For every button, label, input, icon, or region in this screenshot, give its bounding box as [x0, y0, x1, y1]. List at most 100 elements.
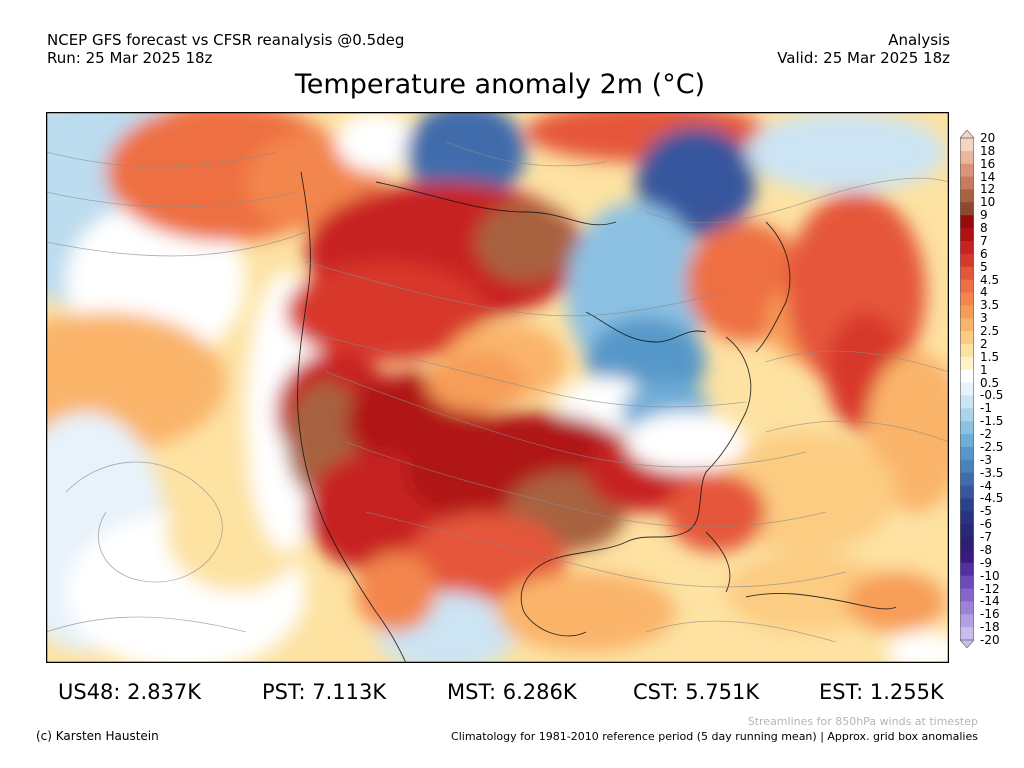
colorbar-tick-label: 4.5: [980, 272, 1000, 287]
colorbar-swatch: [960, 485, 974, 499]
colorbar-tick-label: -7: [980, 530, 992, 545]
stat-est: EST: 1.255K: [819, 680, 944, 704]
colorbar-swatch: [960, 421, 974, 435]
colorbar-tick-label: 3.5: [980, 298, 1000, 313]
colorbar-swatch: [960, 524, 974, 538]
colorbar-swatch: [960, 343, 974, 358]
colorbar-swatch: [960, 382, 974, 396]
colorbar-tick-label: -3: [980, 452, 992, 467]
colorbar-tick-label: -9: [980, 555, 992, 570]
colorbar-tick-label: -3.5: [980, 465, 1004, 480]
colorbar-tick-label: 3: [980, 311, 988, 326]
colorbar-swatch: [960, 537, 974, 551]
colorbar-swatch: [960, 588, 974, 602]
colorbar-tick-label: 0.5: [980, 375, 1000, 390]
colorbar-tick-label: 9: [980, 208, 988, 223]
colorbar-swatch: [960, 562, 974, 577]
colorbar-tick-label: 1.5: [980, 349, 1000, 364]
colorbar-tick-label: -10: [980, 568, 1000, 583]
colorbar-swatch: [960, 189, 974, 203]
colorbar-tick-label: -16: [980, 607, 1000, 622]
model-description: NCEP GFS forecast vs CFSR reanalysis @0.…: [47, 31, 405, 49]
climatology-note: Climatology for 1981-2010 reference peri…: [451, 730, 978, 743]
colorbar-tick-label: 5: [980, 259, 988, 274]
colorbar-swatch: [960, 202, 974, 216]
colorbar-tick-label: 18: [980, 143, 996, 158]
colorbar-swatch: [960, 395, 974, 409]
valid-time: Valid: 25 Mar 2025 18z: [777, 49, 950, 67]
colorbar-tick-label: -6: [980, 517, 992, 532]
colorbar: [959, 129, 975, 649]
colorbar-swatch: [960, 498, 974, 512]
stat-mst: MST: 6.286K: [447, 680, 577, 704]
colorbar-max-arrow: [959, 129, 975, 139]
regional-anomalies: US48: 2.837K PST: 7.113K MST: 6.286K CST…: [0, 680, 1024, 706]
colorbar-swatch: [960, 228, 974, 242]
colorbar-tick-label: 2.5: [980, 324, 1000, 339]
colorbar-tick-label: -1: [980, 401, 992, 416]
colorbar-swatch: [960, 549, 974, 564]
anomaly-map: [46, 112, 949, 663]
colorbar-swatch: [960, 215, 974, 229]
colorbar-tick-label: 6: [980, 246, 988, 261]
colorbar-swatch: [960, 446, 974, 461]
credit: (c) Karsten Haustein: [36, 729, 159, 743]
colorbar-swatch: [960, 511, 974, 525]
colorbar-swatch: [960, 434, 974, 448]
colorbar-tick-label: 20: [980, 131, 996, 145]
colorbar-swatch: [960, 240, 974, 255]
run-time: Run: 25 Mar 2025 18z: [47, 49, 213, 67]
colorbar-swatch: [960, 150, 974, 165]
colorbar-tick-label: 16: [980, 156, 996, 171]
colorbar-swatch: [960, 459, 974, 474]
colorbar-swatch: [960, 266, 974, 281]
colorbar-swatch: [960, 356, 974, 371]
colorbar-tick-label: -8: [980, 542, 992, 557]
wind-streamlines: [46, 141, 949, 643]
colorbar-swatch: [960, 279, 974, 293]
colorbar-swatch: [960, 408, 974, 422]
colorbar-swatch: [960, 253, 974, 268]
colorbar-tick-label: 12: [980, 182, 996, 197]
colorbar-labels: 20 18 16 14 12 10 9 8 7 6 5 4.5 4 3.5 3 2.5 2 1.5 1 0.5 -0.5…: [980, 130, 1024, 650]
colorbar-tick-label: 14: [980, 169, 996, 184]
colorbar-tick-label: -0.5: [980, 388, 1004, 403]
streamline-note: Streamlines for 850hPa winds at timestep: [747, 715, 978, 728]
colorbar-tick-label: -12: [980, 581, 1000, 596]
coastlines: [297, 171, 897, 663]
colorbar-tick-label: -20: [980, 633, 1000, 647]
colorbar-swatch: [960, 601, 974, 615]
anomaly-field: [46, 112, 949, 663]
colorbar-swatch: [960, 305, 974, 319]
colorbar-tick-label: -18: [980, 620, 1000, 635]
colorbar-tick-label: 1: [980, 362, 988, 377]
colorbar-swatch: [960, 331, 974, 345]
colorbar-min-arrow: [959, 639, 975, 649]
stat-pst: PST: 7.113K: [262, 680, 387, 704]
colorbar-swatch: [960, 369, 974, 384]
colorbar-swatch: [960, 575, 974, 590]
header-right: Analysis Valid: 25 Mar 2025 18z: [777, 31, 950, 67]
stat-us48: US48: 2.837K: [58, 680, 202, 704]
colorbar-tick-label: 10: [980, 195, 996, 210]
colorbar-tick-label: -5: [980, 504, 992, 519]
colorbar-swatch: [960, 138, 974, 152]
colorbar-tick-label: 4: [980, 285, 988, 300]
colorbar-tick-label: -4: [980, 478, 992, 493]
colorbar-tick-label: 7: [980, 233, 988, 248]
colorbar-swatch: [960, 163, 974, 178]
colorbar-tick-label: -14: [980, 594, 1000, 609]
colorbar-tick-label: -1.5: [980, 414, 1004, 429]
map-title: Temperature anomaly 2m (°C): [294, 69, 706, 100]
colorbar-swatch: [960, 627, 974, 641]
header-left: NCEP GFS forecast vs CFSR reanalysis @0.…: [47, 31, 404, 67]
colorbar-swatch: [960, 614, 974, 628]
colorbar-swatch: [960, 292, 974, 306]
colorbar-tick-label: -2: [980, 427, 992, 442]
analysis-label: Analysis: [888, 31, 950, 49]
colorbar-tick-label: 8: [980, 221, 988, 236]
colorbar-tick-label: -2.5: [980, 439, 1004, 454]
colorbar-tick-label: -4.5: [980, 491, 1004, 506]
colorbar-swatch: [960, 472, 974, 487]
colorbar-swatch: [960, 176, 974, 190]
